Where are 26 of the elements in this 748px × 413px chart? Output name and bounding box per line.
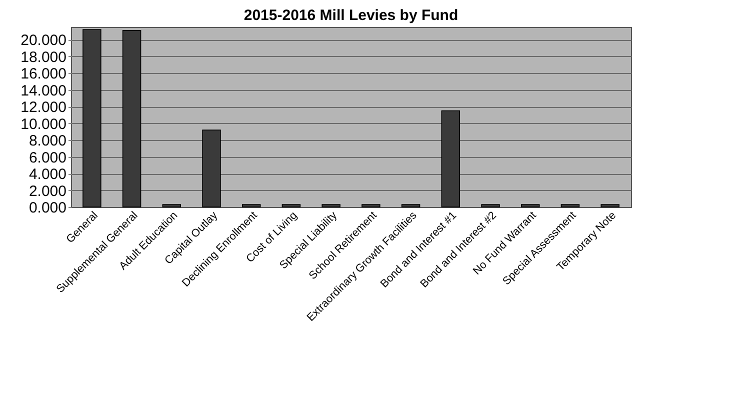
bar xyxy=(322,204,340,208)
y-tick-label: 16.000 xyxy=(20,66,66,83)
y-tick-label: 8.000 xyxy=(28,132,66,150)
bar xyxy=(362,204,380,208)
y-tick-label: 4.000 xyxy=(28,166,66,184)
bar xyxy=(481,204,500,208)
bar xyxy=(401,204,420,208)
y-tick-label: 6.000 xyxy=(28,149,66,166)
bar xyxy=(82,29,102,208)
y-tick-label: 10.000 xyxy=(20,116,66,133)
bar xyxy=(520,204,540,208)
bar xyxy=(560,204,580,208)
bar xyxy=(122,30,142,208)
bar xyxy=(162,204,182,208)
bar xyxy=(441,110,460,208)
y-tick-label: 2.000 xyxy=(28,182,66,200)
y-tick-label: 14.000 xyxy=(20,82,66,100)
y-tick-label: 12.000 xyxy=(20,99,66,116)
bar xyxy=(600,204,620,208)
y-tick-label: 0.000 xyxy=(28,200,66,216)
bar xyxy=(282,204,301,208)
y-tick-label: 18.000 xyxy=(20,48,66,66)
y-tick-label: 20.000 xyxy=(20,32,66,50)
chart-title: 2015-2016 Mill Levies by Fund xyxy=(244,7,458,24)
bar xyxy=(202,130,221,208)
bar xyxy=(242,204,261,208)
